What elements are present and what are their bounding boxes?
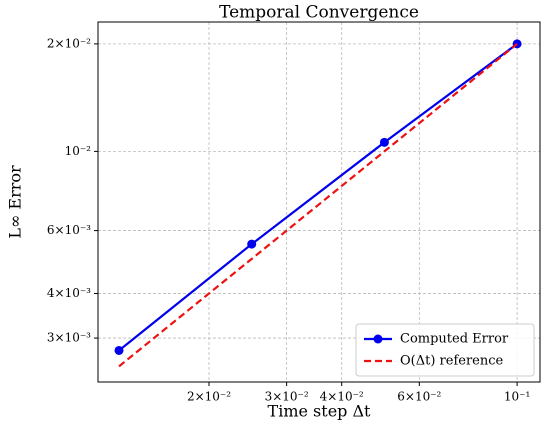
y-tick-label: 4×10⁻³ [47,286,91,300]
data-point [247,239,257,249]
x-tick-label: 2×10⁻² [187,390,231,404]
y-tick-label: 10⁻² [65,144,92,158]
legend-box [355,323,535,377]
series-line [118,42,518,352]
x-tick-label: 6×10⁻² [397,390,441,404]
x-axis-label: Time step Δt [268,402,372,421]
x-tick-label: 4×10⁻² [320,390,364,404]
data-point [379,137,389,147]
legend-marker [373,334,383,344]
y-tick-label: 2×10⁻² [47,36,91,50]
legend-label: O(Δt) reference [400,354,504,369]
legend-label: Computed Error [400,332,509,347]
data-point [114,345,124,355]
chart-title: Temporal Convergence [219,3,419,23]
plot-frame [97,21,541,383]
y-tick-label: 6×10⁻³ [47,223,91,237]
x-tick-label: 3×10⁻² [265,390,309,404]
y-tick-label: 3×10⁻³ [47,331,91,345]
series-line [118,43,518,368]
y-axis-label: L∞ Error [6,165,25,239]
x-tick-label: 10⁻¹ [504,390,530,404]
